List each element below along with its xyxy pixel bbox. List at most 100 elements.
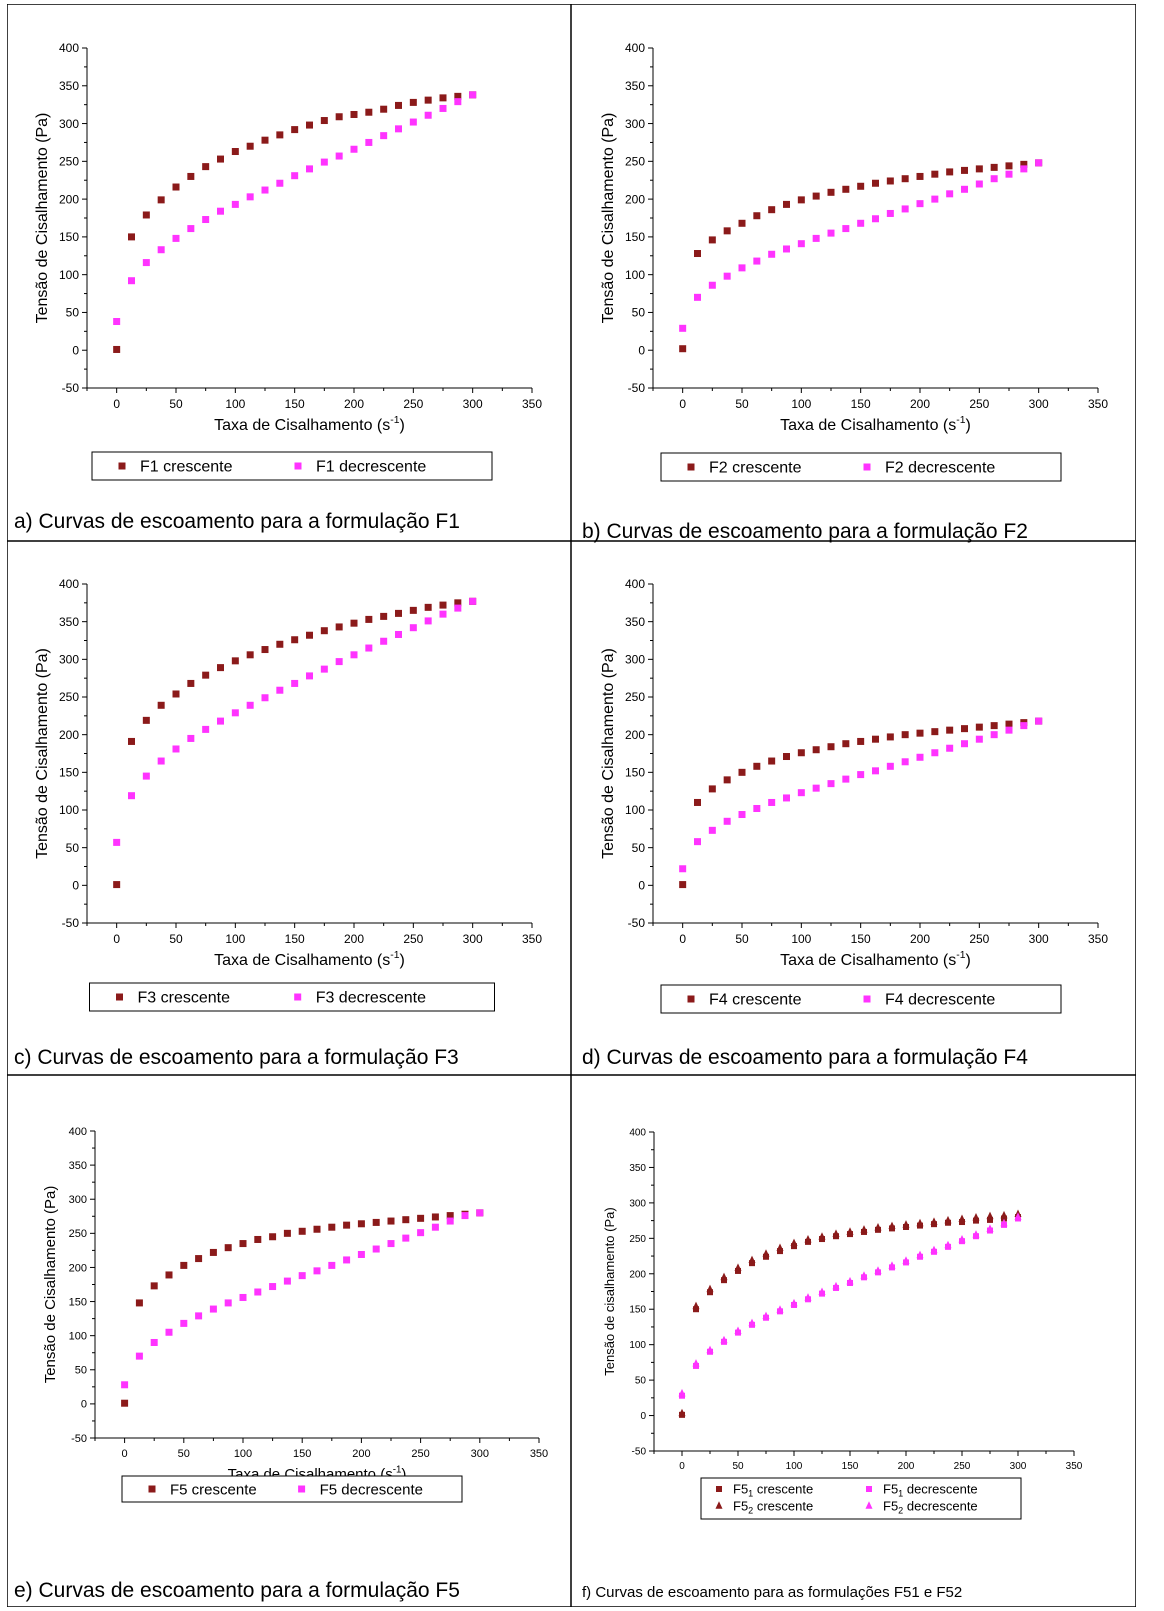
series-1 [113,597,477,889]
x-tick-label: 250 [411,1448,429,1460]
data-point [783,794,790,802]
data-point [113,318,121,326]
data-point [846,1227,854,1235]
x-tick-label: 200 [898,1461,915,1472]
x-axis-label: Taxa de Cisalhamento (s-1) [780,415,971,434]
data-point [298,1227,306,1235]
legend-box [89,982,495,1012]
data-point [454,604,462,612]
data-point [812,192,820,200]
data-point [990,731,998,739]
data-point [872,767,879,775]
chart-e: -50 0 50 100 150 200 250 300 350 400 0 50 100 150 200 2… [42,1126,548,1503]
data-point [187,225,195,233]
data-point [961,166,968,174]
data-point [958,1214,966,1222]
y-tick-label: 50 [75,1365,87,1377]
data-point [291,636,299,644]
data-point [343,1256,351,1264]
data-point [313,1267,321,1275]
data-point [224,1244,232,1252]
x-tick-label: 250 [403,932,423,946]
legend-marker [863,463,871,471]
legend-label: F2 crescente [709,460,802,477]
data-point [380,612,388,620]
data-point [720,1335,728,1344]
data-point [738,811,746,819]
data-point [872,215,879,223]
data-point [827,229,835,237]
data-point [128,277,135,285]
data-point [972,1230,980,1238]
data-point [790,1298,798,1307]
data-point [1020,722,1028,730]
data-point [1005,726,1013,734]
data-point [679,881,687,889]
data-point [1005,162,1013,170]
data-point [283,1277,291,1285]
data-point [128,737,135,745]
y-tick-label: 400 [625,41,645,55]
data-point [113,838,121,846]
data-point [231,709,239,717]
data-point [975,723,983,731]
x-tick-label: 0 [122,1448,128,1460]
legend: F51 crescente F51 decrescente F52 crescent… [700,1477,1022,1520]
data-point [187,734,195,742]
y-tick-label: 150 [625,230,645,244]
data-point [202,671,210,679]
data-point [857,219,865,227]
data-point [679,324,687,332]
legend-marker [687,995,695,1003]
x-tick-label: 300 [471,1448,489,1460]
data-point [678,1408,686,1417]
data-point [827,743,835,751]
legend-marker [148,1485,156,1493]
legend: F3 crescente F3 decrescente [89,982,495,1012]
x-tick-label: 100 [225,397,245,411]
x-tick-label: 100 [791,397,811,411]
data-point [402,1216,410,1224]
y-tick-label: 100 [625,268,645,282]
data-point [239,1240,247,1248]
data-point [417,1214,425,1222]
data-point [446,1217,454,1225]
data-point [350,145,358,153]
data-point [874,1266,882,1274]
x-tick-label: 100 [234,1448,252,1460]
data-point [872,179,879,187]
data-point [930,1217,938,1225]
data-point [931,170,939,178]
y-axis-label: Tensão de Cisalhamento (Pa) [34,648,51,859]
data-point [335,152,343,160]
data-point [1035,159,1043,167]
data-point [901,758,909,766]
data-point [217,207,224,215]
y-tick-label: 200 [625,728,645,742]
caption-c: c) Curvas de escoamento para a formulaçã… [14,1046,459,1069]
legend-label: F1 crescente [140,459,233,476]
data-point [972,1213,980,1221]
series-2 [679,1215,1021,1399]
legend-label: F4 decrescente [885,992,995,1009]
data-point [946,168,954,176]
data-point [395,630,402,638]
y-tick-label: -50 [628,381,646,395]
data-point [172,234,180,242]
legend-label: F51 decrescente [883,1482,978,1499]
y-tick-label: 350 [629,1163,646,1174]
y-tick-label: 150 [59,766,79,780]
data-point [804,1293,812,1301]
x-tick-label: 250 [969,932,989,946]
legend-label: F1 decrescente [316,459,426,476]
data-point [357,1220,365,1228]
data-point [946,744,954,752]
y-tick-label: 250 [629,1234,646,1245]
data-point [172,690,180,698]
legend-marker [865,1501,873,1509]
data-point [738,264,746,272]
data-point [804,1235,812,1243]
x-tick-label: 50 [735,932,749,946]
data-point [842,225,850,233]
data-point [165,1271,173,1279]
